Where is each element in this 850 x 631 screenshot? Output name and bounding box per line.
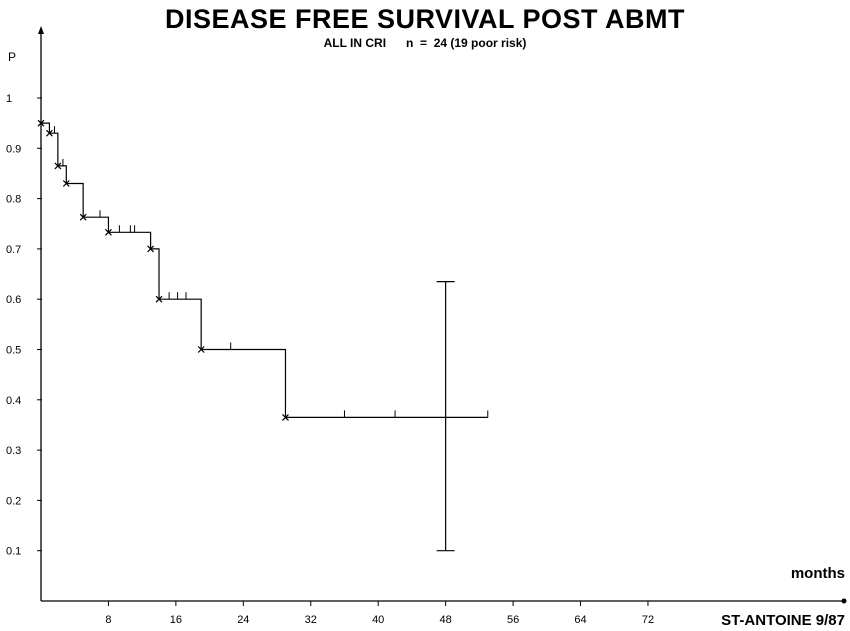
y-tick-label: 0.8 — [6, 194, 21, 206]
chart-subtitle: ALL IN CRI n = 24 (19 poor risk) — [323, 36, 527, 50]
event-marker — [37, 119, 45, 127]
x-tick-label: 16 — [170, 614, 182, 626]
y-tick-label: 0.9 — [6, 143, 21, 155]
x-tick-label: 32 — [305, 614, 317, 626]
curve-marks — [37, 119, 489, 552]
y-tick-label: 0.4 — [6, 395, 21, 407]
event-marker — [147, 245, 155, 253]
event-marker — [197, 346, 205, 353]
event-marker — [282, 413, 289, 421]
survival-step-line — [41, 122, 488, 419]
event-marker — [79, 213, 87, 221]
x-axis-title: months — [791, 565, 845, 582]
x-tick-label: 56 — [507, 614, 519, 626]
event-marker — [46, 129, 53, 137]
x-tick-label: 40 — [372, 614, 384, 626]
x-tick-label: 64 — [574, 614, 586, 626]
y-tick-label: 0.5 — [6, 345, 21, 357]
axis-labels: 0.1 0.2 0.3 0.4 0.5 0.6 0.7 0.8 0.9 1 P 8 16 24 32 40 48… — [6, 50, 845, 629]
x-tick-label: 72 — [642, 614, 654, 626]
y-tick-label: 0.6 — [6, 294, 21, 306]
x-tick-label: 24 — [237, 614, 249, 626]
survival-curve — [41, 122, 488, 419]
axes — [38, 26, 847, 604]
event-marker — [155, 295, 163, 303]
y-tick-label: 0.3 — [6, 445, 21, 457]
chart-title: DISEASE FREE SURVIVAL POST ABMT — [164, 4, 686, 34]
y-tick-label: 0.2 — [6, 495, 21, 507]
x-tick-label: 8 — [105, 614, 111, 626]
y-axis-title: P — [8, 50, 16, 64]
y-tick-label: 0.7 — [6, 244, 21, 256]
y-tick-label: 1 — [6, 93, 12, 105]
y-tick-label: 0.1 — [6, 546, 21, 558]
event-marker — [54, 162, 62, 170]
y-axis-arrow — [38, 26, 44, 34]
event-marker — [62, 180, 70, 187]
event-marker — [105, 228, 112, 236]
x-tick-label: 48 — [440, 614, 452, 626]
credit-label: ST-ANTOINE 9/87 — [721, 612, 845, 629]
ticks — [37, 97, 649, 606]
x-axis-end-dot — [841, 598, 847, 604]
